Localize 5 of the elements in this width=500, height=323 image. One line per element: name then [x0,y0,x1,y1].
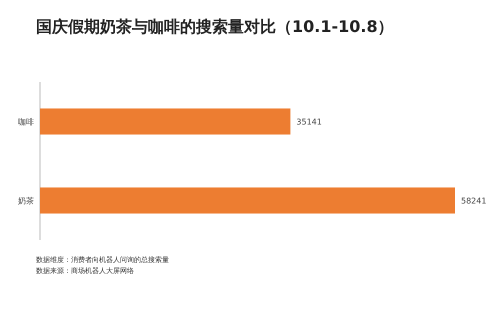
y-tick-label: 奶茶 [18,196,34,206]
data-label: 58241 [461,196,486,206]
chart-title: 国庆假期奶茶与咖啡的搜索量对比（10.1-10.8） [36,17,394,36]
data-label: 35141 [296,118,322,126]
y-tick-label: 咖啡 [18,118,34,126]
